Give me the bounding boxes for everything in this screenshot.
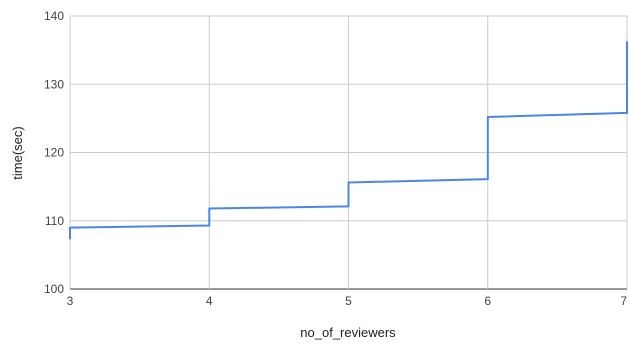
y-tick-label: 140 [44,9,64,23]
x-tick-label: 6 [484,294,491,308]
y-tick-label: 120 [44,146,64,160]
series-line [69,41,628,240]
tick-labels: 100 110 120 130 140 3 4 5 6 7 [44,9,627,308]
series-layer [69,41,628,240]
x-axis-title: no_of_reviewers [300,325,396,340]
y-tick-label: 110 [45,214,64,228]
grid-lines [69,15,628,290]
x-tick-label: 4 [206,294,213,308]
y-axis-title: time(sec) [10,126,25,179]
y-tick-label: 130 [44,77,64,91]
x-tick-label: 3 [67,294,74,308]
x-tick-label: 7 [620,294,627,308]
x-tick-label: 5 [345,294,352,308]
y-tick-label: 100 [44,282,64,296]
